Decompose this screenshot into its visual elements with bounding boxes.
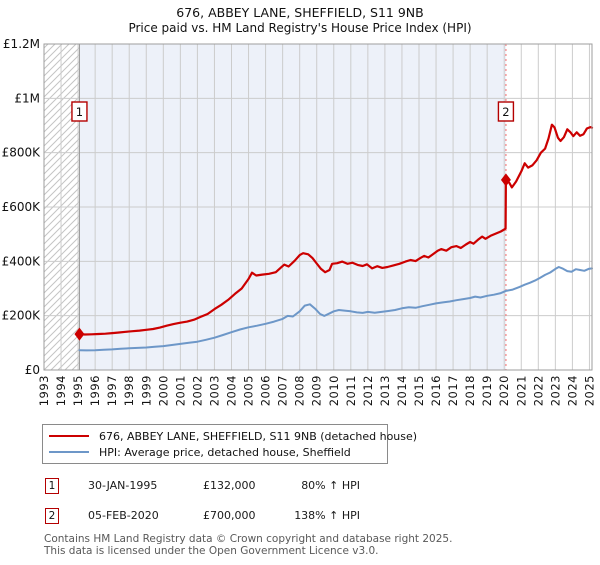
x-axis-tick-label: 1997: [105, 375, 119, 406]
x-axis-tick-label: 2004: [224, 375, 238, 406]
y-axis-tick-label: £1M: [14, 91, 40, 105]
hpi-line-swatch: [49, 451, 89, 453]
sale-row-1: 1 30-JAN-1995 £132,000 80% ↑ HPI: [0, 477, 600, 496]
sale-date-1: 30-JAN-1995: [88, 479, 158, 492]
x-axis-tick-label: 2024: [565, 375, 579, 406]
x-axis-tick-label: 2002: [190, 375, 204, 406]
chart-legend: 676, ABBEY LANE, SHEFFIELD, S11 9NB (det…: [42, 424, 417, 464]
x-axis-tick-label: 1994: [54, 375, 68, 406]
legend-item-property: 676, ABBEY LANE, SHEFFIELD, S11 9NB (det…: [49, 428, 417, 444]
y-axis-tick-label: £800K: [2, 146, 42, 160]
y-axis-tick-label: £200K: [2, 309, 42, 323]
page-subtitle: Price paid vs. HM Land Registry's House …: [128, 21, 472, 35]
x-axis-tick-label: 2008: [293, 375, 307, 406]
x-axis-tick-label: 2017: [446, 375, 460, 406]
x-axis-tick-label: 1996: [88, 375, 102, 406]
x-axis-tick-label: 2018: [463, 375, 477, 406]
x-axis-tick-label: 2012: [361, 375, 375, 406]
x-axis-tick-label: 1995: [71, 375, 85, 406]
property-series-line: [78, 123, 594, 336]
sale-marker-diamond-1: [74, 327, 85, 341]
price-history-chart: 1 2 £0 £200K £400K £600K £800K £1M £1.2M 1993 1994…: [2, 37, 597, 406]
sale-marker-box-1: [71, 101, 88, 122]
footer-line-2: This data is licensed under the Open Gov…: [44, 544, 379, 557]
x-axis-tick-label: 2003: [207, 375, 221, 406]
sale-date-2: 05-FEB-2020: [88, 509, 159, 522]
x-axis-tick-label: 2014: [395, 375, 409, 406]
y-axis-tick-label: £600K: [2, 200, 42, 214]
y-axis-tick-label: £400K: [2, 254, 42, 268]
x-axis-tick-label: 2001: [173, 375, 187, 406]
property-line-swatch: [49, 435, 89, 437]
x-axis-tick-label: 2020: [497, 375, 511, 406]
x-axis-tick-label: 2005: [242, 375, 256, 406]
x-axis-tick-label: 2025: [582, 375, 596, 406]
sale-marker-box-2: [497, 101, 515, 122]
y-axis-tick-label: £0: [25, 363, 40, 377]
x-axis-tick-label: 2007: [276, 375, 290, 406]
x-axis-tick-label: 1993: [37, 375, 51, 406]
sale-marker-label-1: 1: [76, 105, 83, 119]
sale-vs-hpi-2: 138% ↑ HPI: [294, 509, 360, 522]
x-axis-tick-label: 2016: [429, 375, 443, 406]
x-axis-tick-label: 2019: [480, 375, 494, 406]
sales-annotation-table: 1 30-JAN-1995 £132,000 80% ↑ HPI 2 05-FE…: [0, 477, 600, 526]
x-axis-tick-label: 1999: [139, 375, 153, 406]
sale-number-badge-2: 2: [45, 508, 59, 524]
sale-marker-label-2: 2: [502, 105, 509, 119]
sale-vs-hpi-1: 80% ↑ HPI: [301, 479, 360, 492]
plot-border: [43, 43, 593, 371]
legend-item-hpi: HPI: Average price, detached house, Shef…: [49, 444, 381, 460]
x-axis-tick-label: 2021: [514, 375, 528, 406]
x-axis-tick-label: 1998: [122, 375, 136, 406]
x-axis-tick-label: 2006: [259, 375, 273, 406]
sale-row-2: 2 05-FEB-2020 £700,000 138% ↑ HPI: [0, 507, 600, 526]
copyright-footer: Contains HM Land Registry data © Crown c…: [44, 533, 600, 557]
x-axis-tick-label: 2015: [412, 375, 426, 406]
footer-line-1: Contains HM Land Registry data © Crown c…: [44, 533, 453, 545]
x-axis-tick-label: 2009: [310, 375, 324, 406]
x-axis-tick-label: 2011: [344, 375, 358, 406]
hpi-series-line: [78, 266, 593, 352]
x-axis-tick-label: 2022: [531, 375, 545, 406]
sale-price-2: £700,000: [203, 509, 256, 522]
legend-label-hpi: HPI: Average price, detached house, Shef…: [99, 445, 351, 459]
legend-label-property: 676, ABBEY LANE, SHEFFIELD, S11 9NB (det…: [99, 429, 418, 443]
page-title: 676, ABBEY LANE, SHEFFIELD, S11 9NB: [176, 5, 424, 20]
x-axis-tick-label: 2023: [548, 375, 562, 406]
x-axis-tick-label: 2013: [378, 375, 392, 406]
x-axis-tick-label: 2010: [327, 375, 341, 406]
sale-marker-diamond-2: [500, 173, 511, 187]
x-axis-tick-label: 2000: [156, 375, 170, 406]
sale-number-badge-1: 1: [45, 478, 59, 494]
y-axis-tick-label: £1.2M: [3, 37, 40, 51]
sale-price-1: £132,000: [203, 479, 256, 492]
